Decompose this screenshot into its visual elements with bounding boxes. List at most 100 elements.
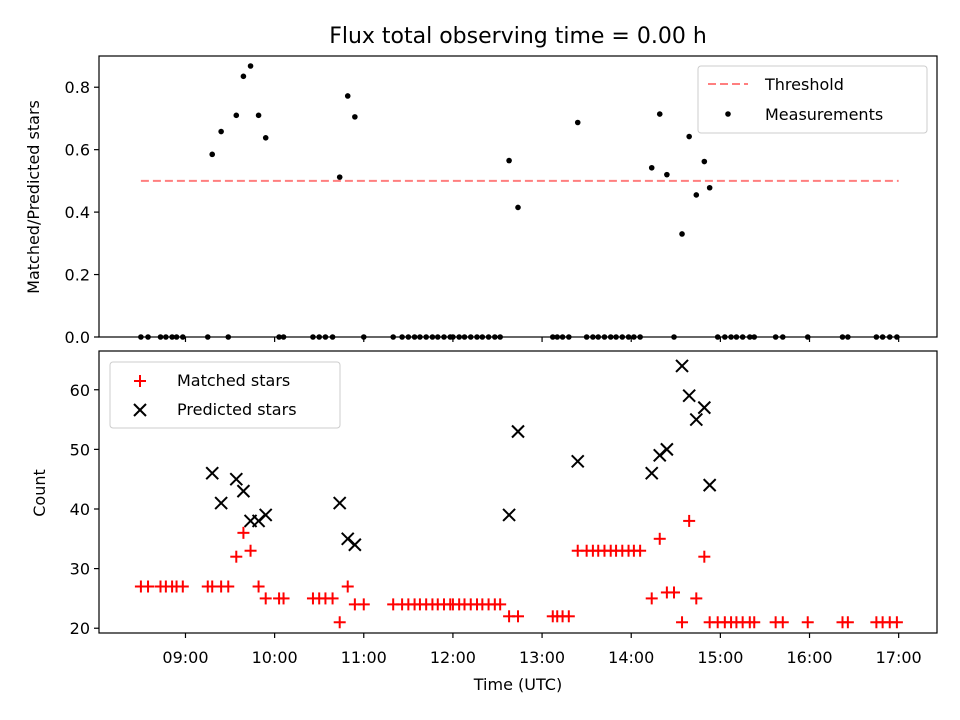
measurement-point bbox=[262, 135, 269, 141]
predicted-point bbox=[259, 508, 273, 522]
legend-predicted-label: Predicted stars bbox=[177, 400, 297, 419]
measurement-point bbox=[693, 192, 700, 198]
predicted-point bbox=[205, 466, 219, 480]
top-x-ticks bbox=[184, 337, 900, 342]
legend-threshold-label: Threshold bbox=[764, 75, 844, 94]
measurement-point bbox=[574, 119, 581, 126]
bottom-y-tick-label: 50 bbox=[70, 440, 90, 459]
bottom-y-tick-label: 60 bbox=[70, 381, 90, 400]
measurement-point bbox=[664, 171, 670, 178]
legend-measurements-label: Measurements bbox=[765, 105, 883, 124]
bottom-y-tick-label: 20 bbox=[70, 619, 90, 638]
legend-measurements-swatch bbox=[725, 111, 731, 117]
bottom-legend-box bbox=[109, 361, 341, 429]
measurement-point bbox=[240, 73, 247, 80]
legend-predicted-swatch bbox=[133, 403, 147, 417]
matched-point bbox=[683, 514, 696, 527]
x-tick-label: 09:00 bbox=[162, 648, 208, 667]
matched-point bbox=[776, 616, 789, 629]
bottom-legend: Matched stars Predicted stars bbox=[109, 361, 341, 429]
predicted-point bbox=[236, 484, 251, 498]
top-y-tick-label: 0.2 bbox=[65, 266, 90, 285]
measurement-point bbox=[679, 231, 685, 237]
bottom-y-tick-label: 30 bbox=[70, 560, 90, 579]
matched-point bbox=[634, 544, 647, 557]
top-y-ticks: 0.0 0.2 0.4 0.6 0.8 bbox=[65, 78, 99, 347]
measurement-point bbox=[344, 93, 351, 99]
top-legend-box bbox=[697, 65, 928, 134]
top-y-tick-label: 0.8 bbox=[65, 78, 90, 97]
bottom-axes: 20 30 40 50 60 09:00 10:00 11:00 12:00 13:00 14:0… bbox=[30, 350, 938, 694]
matched-point bbox=[645, 592, 658, 605]
matched-point bbox=[494, 598, 507, 611]
top-y-label: Matched/Predicted stars bbox=[24, 100, 43, 294]
chart-title: Flux total observing time = 0.00 h bbox=[329, 24, 707, 49]
measurement-point bbox=[701, 158, 708, 165]
predicted-point bbox=[675, 359, 689, 373]
x-tick-label: 10:00 bbox=[252, 648, 298, 667]
matched-point bbox=[668, 586, 681, 599]
measurement-point bbox=[706, 184, 713, 191]
matched-point bbox=[230, 550, 243, 563]
bottom-x-ticks: 09:00 10:00 11:00 12:00 13:00 14:00 15:00 16:00… bbox=[162, 633, 922, 667]
matched-point bbox=[690, 592, 703, 605]
measurement-point bbox=[336, 174, 343, 180]
bottom-y-label: Count bbox=[30, 469, 49, 517]
matched-point bbox=[277, 592, 290, 605]
measurement-point bbox=[233, 112, 240, 119]
x-tick-label: 13:00 bbox=[519, 648, 565, 667]
matched-point bbox=[252, 580, 265, 593]
top-axes: 0.00.20.40.60.8 Matched/Predicted stars … bbox=[24, 55, 938, 347]
predicted-point bbox=[697, 400, 712, 415]
matched-point bbox=[357, 598, 370, 611]
predicted-point bbox=[660, 442, 674, 457]
predicted-point bbox=[511, 424, 525, 439]
top-y-tick-label: 0.6 bbox=[65, 141, 90, 160]
predicted-point bbox=[702, 478, 717, 492]
matched-point bbox=[801, 616, 814, 629]
predicted-point bbox=[214, 496, 228, 510]
top-y-tick-label: 0.4 bbox=[65, 203, 90, 222]
x-tick-label: 15:00 bbox=[697, 648, 743, 667]
measurement-point bbox=[686, 133, 692, 140]
predicted-points bbox=[205, 359, 717, 552]
matched-point bbox=[890, 616, 903, 629]
matched-point bbox=[176, 580, 189, 593]
predicted-point bbox=[348, 538, 362, 552]
predicted-point bbox=[689, 412, 704, 427]
top-y-tick-label: 0.0 bbox=[65, 328, 90, 347]
top-axes-frame bbox=[98, 55, 938, 338]
legend-matched-label: Matched stars bbox=[177, 371, 290, 390]
x-tick-label: 14:00 bbox=[608, 648, 654, 667]
matched-point bbox=[653, 532, 666, 545]
matched-point bbox=[259, 592, 272, 605]
predicted-point bbox=[229, 472, 243, 486]
measurement-point bbox=[648, 164, 655, 171]
matched-point bbox=[841, 616, 854, 629]
measurement-point bbox=[218, 128, 224, 135]
matched-point bbox=[237, 526, 250, 539]
matched-points bbox=[134, 514, 903, 629]
x-tick-label: 16:00 bbox=[786, 648, 832, 667]
bottom-y-tick-label: 40 bbox=[70, 500, 90, 519]
measurement-point bbox=[209, 151, 216, 158]
predicted-point bbox=[645, 466, 659, 480]
predicted-point bbox=[682, 389, 696, 403]
matched-point bbox=[341, 580, 354, 593]
top-legend: Threshold Measurements bbox=[697, 65, 928, 134]
x-tick-label: 11:00 bbox=[341, 648, 387, 667]
matched-point bbox=[512, 610, 524, 623]
measurement-point bbox=[506, 157, 512, 164]
measurement-point bbox=[352, 114, 358, 120]
x-tick-label: 12:00 bbox=[430, 648, 476, 667]
matched-point bbox=[748, 616, 761, 629]
legend-matched-swatch bbox=[134, 375, 146, 387]
matched-point bbox=[326, 592, 339, 605]
predicted-point bbox=[571, 454, 585, 469]
matched-point bbox=[222, 580, 235, 593]
x-tick-label: 17:00 bbox=[876, 648, 922, 667]
matched-point bbox=[562, 610, 575, 623]
matched-point bbox=[333, 616, 346, 629]
measurement-point bbox=[515, 204, 521, 211]
